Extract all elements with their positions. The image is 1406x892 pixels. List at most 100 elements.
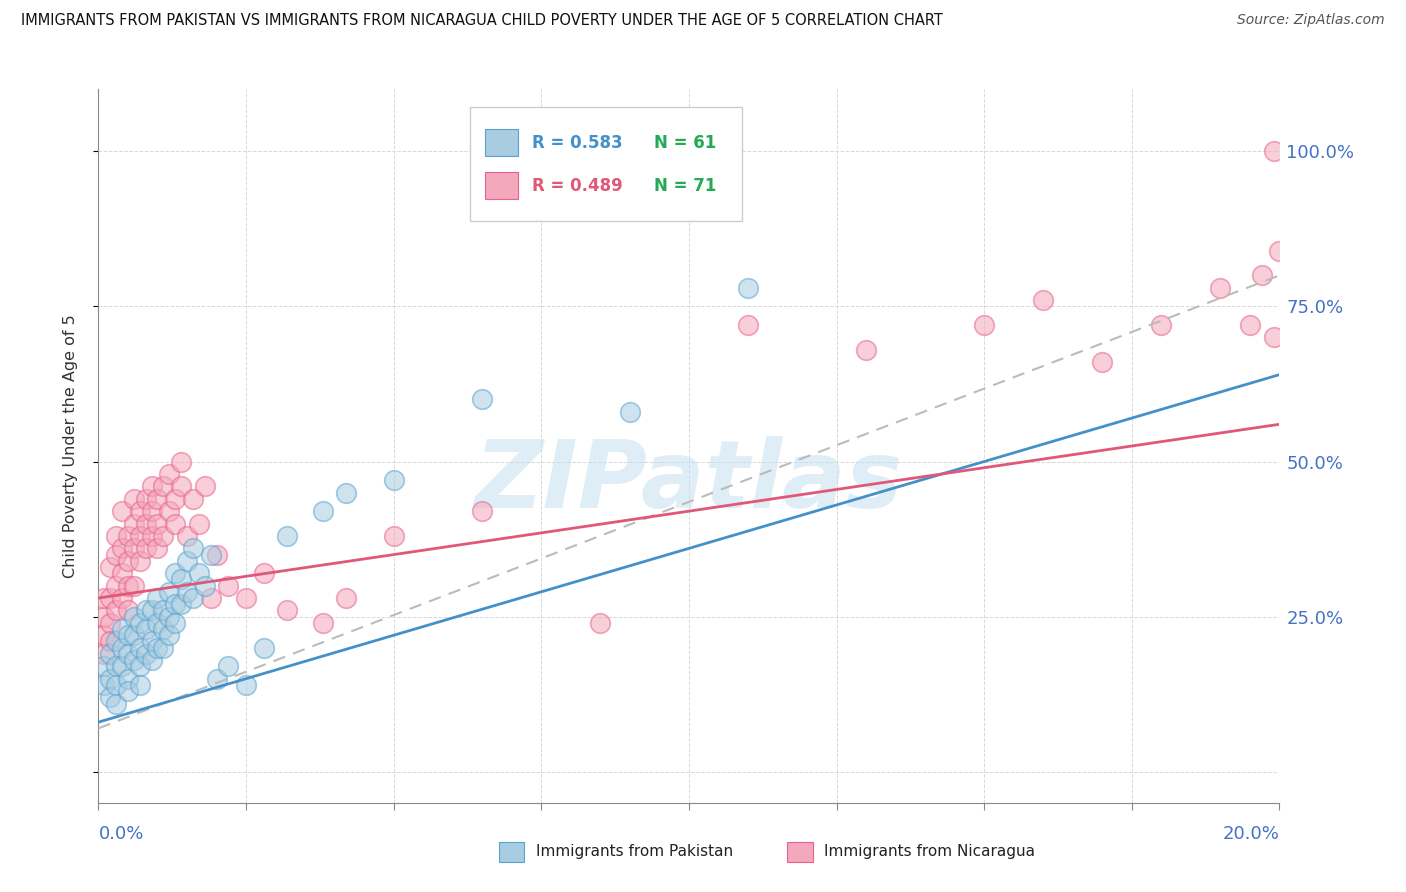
Point xyxy=(93,678,115,692)
Point xyxy=(135,516,157,531)
Point xyxy=(146,591,169,605)
Point xyxy=(98,591,121,605)
Point xyxy=(93,659,115,673)
Point xyxy=(135,647,157,661)
Point xyxy=(122,609,145,624)
Point xyxy=(122,628,145,642)
Point xyxy=(105,634,128,648)
Point xyxy=(157,504,180,518)
Point xyxy=(170,454,193,468)
Point xyxy=(152,603,174,617)
Point xyxy=(276,529,298,543)
Point xyxy=(471,504,494,518)
Point xyxy=(1091,355,1114,369)
Point xyxy=(122,579,145,593)
Point xyxy=(1150,318,1173,332)
Point xyxy=(235,678,257,692)
Point xyxy=(141,529,163,543)
Point xyxy=(93,609,115,624)
Point xyxy=(181,591,204,605)
Point xyxy=(855,343,877,357)
Text: R = 0.489: R = 0.489 xyxy=(531,177,623,194)
Point xyxy=(128,554,150,568)
Point xyxy=(973,318,995,332)
Point xyxy=(105,678,128,692)
Point xyxy=(170,479,193,493)
Point xyxy=(141,479,163,493)
Point xyxy=(141,504,163,518)
Point xyxy=(146,640,169,655)
Point xyxy=(128,678,150,692)
Point xyxy=(194,579,217,593)
Point xyxy=(165,516,187,531)
Point xyxy=(200,591,222,605)
Point xyxy=(170,573,193,587)
Point xyxy=(165,566,187,581)
Point xyxy=(141,634,163,648)
Point xyxy=(471,392,494,407)
Point xyxy=(312,615,335,630)
Point xyxy=(181,491,204,506)
Point xyxy=(98,690,121,705)
Point xyxy=(1209,281,1232,295)
Point xyxy=(200,548,222,562)
Text: 0.0%: 0.0% xyxy=(98,825,143,843)
Point xyxy=(128,640,150,655)
Text: Immigrants from Nicaragua: Immigrants from Nicaragua xyxy=(824,845,1035,859)
Point xyxy=(111,566,134,581)
Point xyxy=(235,591,257,605)
Point xyxy=(98,672,121,686)
Point xyxy=(217,659,239,673)
Point xyxy=(98,634,121,648)
Point xyxy=(117,529,139,543)
Point xyxy=(589,615,612,630)
Point xyxy=(194,479,217,493)
Point xyxy=(176,554,198,568)
Point xyxy=(117,554,139,568)
FancyBboxPatch shape xyxy=(485,129,517,156)
Point xyxy=(382,473,405,487)
FancyBboxPatch shape xyxy=(471,107,742,221)
Point xyxy=(157,609,180,624)
Point xyxy=(157,467,180,481)
Point xyxy=(146,491,169,506)
Point xyxy=(93,647,115,661)
Point xyxy=(128,659,150,673)
Point xyxy=(117,579,139,593)
Point xyxy=(117,603,139,617)
Point xyxy=(111,504,134,518)
Point xyxy=(187,566,209,581)
Point xyxy=(1268,244,1291,258)
Point xyxy=(205,672,228,686)
Text: R = 0.583: R = 0.583 xyxy=(531,134,623,152)
Point xyxy=(111,591,134,605)
Point xyxy=(619,405,641,419)
Text: Source: ZipAtlas.com: Source: ZipAtlas.com xyxy=(1237,13,1385,28)
Point xyxy=(135,541,157,556)
Point xyxy=(111,622,134,636)
Point xyxy=(737,318,759,332)
Point xyxy=(1032,293,1054,308)
Point xyxy=(152,479,174,493)
Text: ZIPatlas: ZIPatlas xyxy=(475,435,903,528)
Point xyxy=(152,529,174,543)
Point xyxy=(93,591,115,605)
Point xyxy=(105,529,128,543)
Point xyxy=(146,541,169,556)
Point xyxy=(152,640,174,655)
Point xyxy=(146,516,169,531)
Point xyxy=(98,560,121,574)
Point xyxy=(205,548,228,562)
Text: N = 71: N = 71 xyxy=(654,177,716,194)
Point xyxy=(176,529,198,543)
Point xyxy=(152,622,174,636)
Point xyxy=(117,672,139,686)
Point xyxy=(157,628,180,642)
Text: 20.0%: 20.0% xyxy=(1223,825,1279,843)
Point xyxy=(737,281,759,295)
Point xyxy=(141,603,163,617)
Point xyxy=(1250,268,1272,283)
Point xyxy=(1239,318,1261,332)
Point xyxy=(312,504,335,518)
Point xyxy=(122,491,145,506)
